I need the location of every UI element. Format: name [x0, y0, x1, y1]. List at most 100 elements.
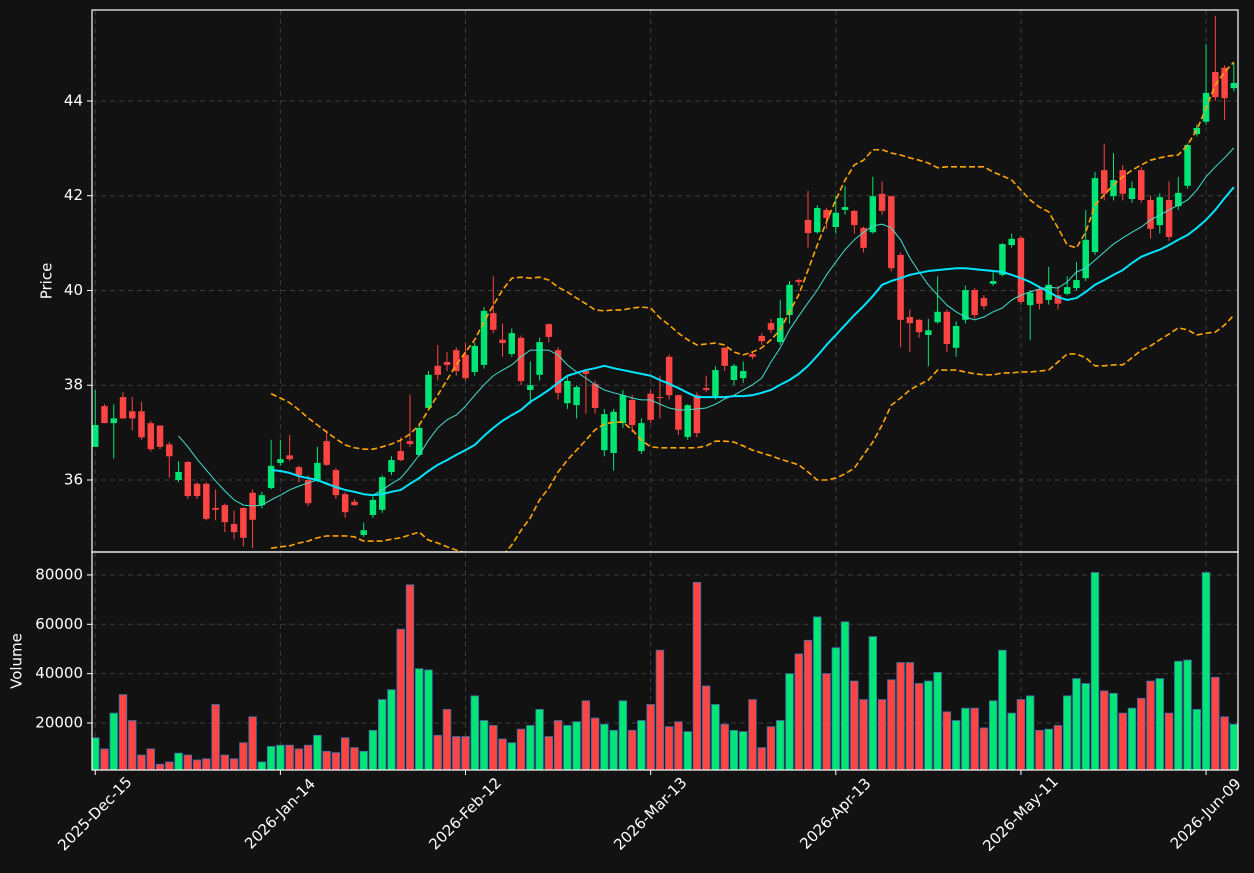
- volume-bar: [378, 699, 387, 770]
- candle-body: [527, 385, 534, 390]
- candle-body: [693, 395, 701, 434]
- axes-frame: [91, 9, 1239, 553]
- volume-bar: [424, 669, 433, 770]
- candle-body: [841, 207, 849, 210]
- y-tick-label: 40: [64, 281, 83, 299]
- volume-bar: [572, 721, 581, 770]
- candle-body: [1165, 199, 1173, 237]
- volume-bar: [1118, 712, 1127, 770]
- volume-bar: [1155, 678, 1164, 770]
- candle-body: [462, 354, 469, 379]
- candle-body: [240, 507, 247, 538]
- volume-bar: [1053, 725, 1063, 770]
- candle-body: [490, 313, 497, 330]
- volume-bar: [1025, 695, 1035, 770]
- candle-body: [980, 298, 988, 307]
- volume-bar: [609, 729, 618, 770]
- volume-bar: [433, 734, 442, 770]
- volume-bar: [507, 742, 516, 770]
- candle-body: [1073, 280, 1080, 289]
- volume-bar: [526, 725, 535, 770]
- candle-body: [212, 507, 219, 510]
- volume-bar: [1081, 683, 1090, 770]
- volume-bar: [155, 763, 165, 770]
- candle-body: [739, 371, 747, 379]
- candle-body: [415, 427, 423, 455]
- volume-bar: [933, 672, 942, 770]
- volume-bar: [683, 731, 692, 770]
- volume-bar: [202, 758, 211, 770]
- volume-bar: [766, 726, 776, 770]
- candle-body: [573, 387, 580, 406]
- y-tick-label: 20000: [35, 713, 83, 731]
- x-tick-label: 2026-Mar-13: [610, 774, 690, 854]
- candle-body: [443, 362, 451, 365]
- volume-bar: [220, 754, 230, 770]
- volume-bar: [92, 737, 100, 770]
- candle-body: [1017, 237, 1025, 302]
- volume-bar: [998, 649, 1007, 770]
- volume-bar: [961, 707, 970, 770]
- candle-body: [1036, 289, 1043, 304]
- candle-body: [619, 395, 627, 424]
- candle-body: [564, 380, 571, 404]
- candle-body: [684, 405, 691, 437]
- volume-bar: [1016, 699, 1026, 770]
- candle-body: [786, 284, 793, 316]
- plot-area: [92, 15, 1238, 552]
- volume-bar: [914, 683, 924, 770]
- volume-bar: [1007, 712, 1016, 770]
- volume-bar: [415, 668, 424, 770]
- volume-bar: [924, 680, 933, 770]
- volume-bar: [739, 731, 748, 770]
- volume-bar: [748, 699, 757, 770]
- candle-body: [638, 423, 645, 452]
- candle-body: [925, 330, 932, 336]
- volume-bar: [498, 738, 507, 770]
- candle-body: [665, 356, 673, 396]
- candle-body: [258, 495, 266, 506]
- candle-body: [267, 465, 275, 489]
- x-tick-label: 2026-Jun-09: [1167, 775, 1245, 853]
- volume-bar: [100, 748, 109, 770]
- volume-bar: [1201, 572, 1211, 770]
- volume-bar: [1035, 729, 1044, 770]
- y-tick-label: 80000: [35, 565, 83, 583]
- volume-bar: [229, 758, 239, 770]
- candle-body: [119, 397, 127, 419]
- candle-body: [832, 212, 840, 227]
- candle-body: [943, 311, 951, 345]
- volume-bar: [1211, 676, 1220, 770]
- candle-body: [425, 374, 432, 408]
- y-tick-label: 60000: [35, 615, 83, 633]
- volume-bar: [970, 707, 979, 770]
- volume-bar: [868, 636, 878, 770]
- candle-body: [499, 339, 506, 344]
- volume-bar: [896, 662, 905, 770]
- candle-body: [323, 441, 330, 465]
- volume-bar: [211, 704, 220, 770]
- y-tick-label: 44: [64, 91, 83, 109]
- volume-bar: [350, 747, 359, 770]
- volume-bar: [1100, 690, 1109, 770]
- volume-bar: [1174, 660, 1183, 770]
- volume-bar: [276, 744, 285, 770]
- volume-bar: [535, 709, 544, 770]
- candle-body: [434, 365, 441, 375]
- band-line: [270, 61, 1235, 450]
- candle-body: [878, 193, 886, 211]
- volume-bar: [711, 704, 720, 770]
- volume-bar: [368, 729, 378, 770]
- volume-bar: [248, 716, 257, 770]
- candle-body: [804, 219, 812, 234]
- average-line: [271, 186, 1235, 497]
- volume-bar: [1127, 707, 1137, 770]
- axes-frame: [91, 551, 1239, 771]
- volume-panel: 20000 40000 60000 80000 Volume 2025-Dec-15 202…: [8, 551, 1245, 855]
- volume-bar: [581, 700, 591, 770]
- candle-body: [1008, 238, 1015, 245]
- candle-body: [675, 395, 682, 430]
- y-tick-label: 42: [64, 186, 83, 204]
- candle-body: [138, 411, 145, 438]
- price-panel: 36 38 40 42 44 Price: [38, 9, 1239, 553]
